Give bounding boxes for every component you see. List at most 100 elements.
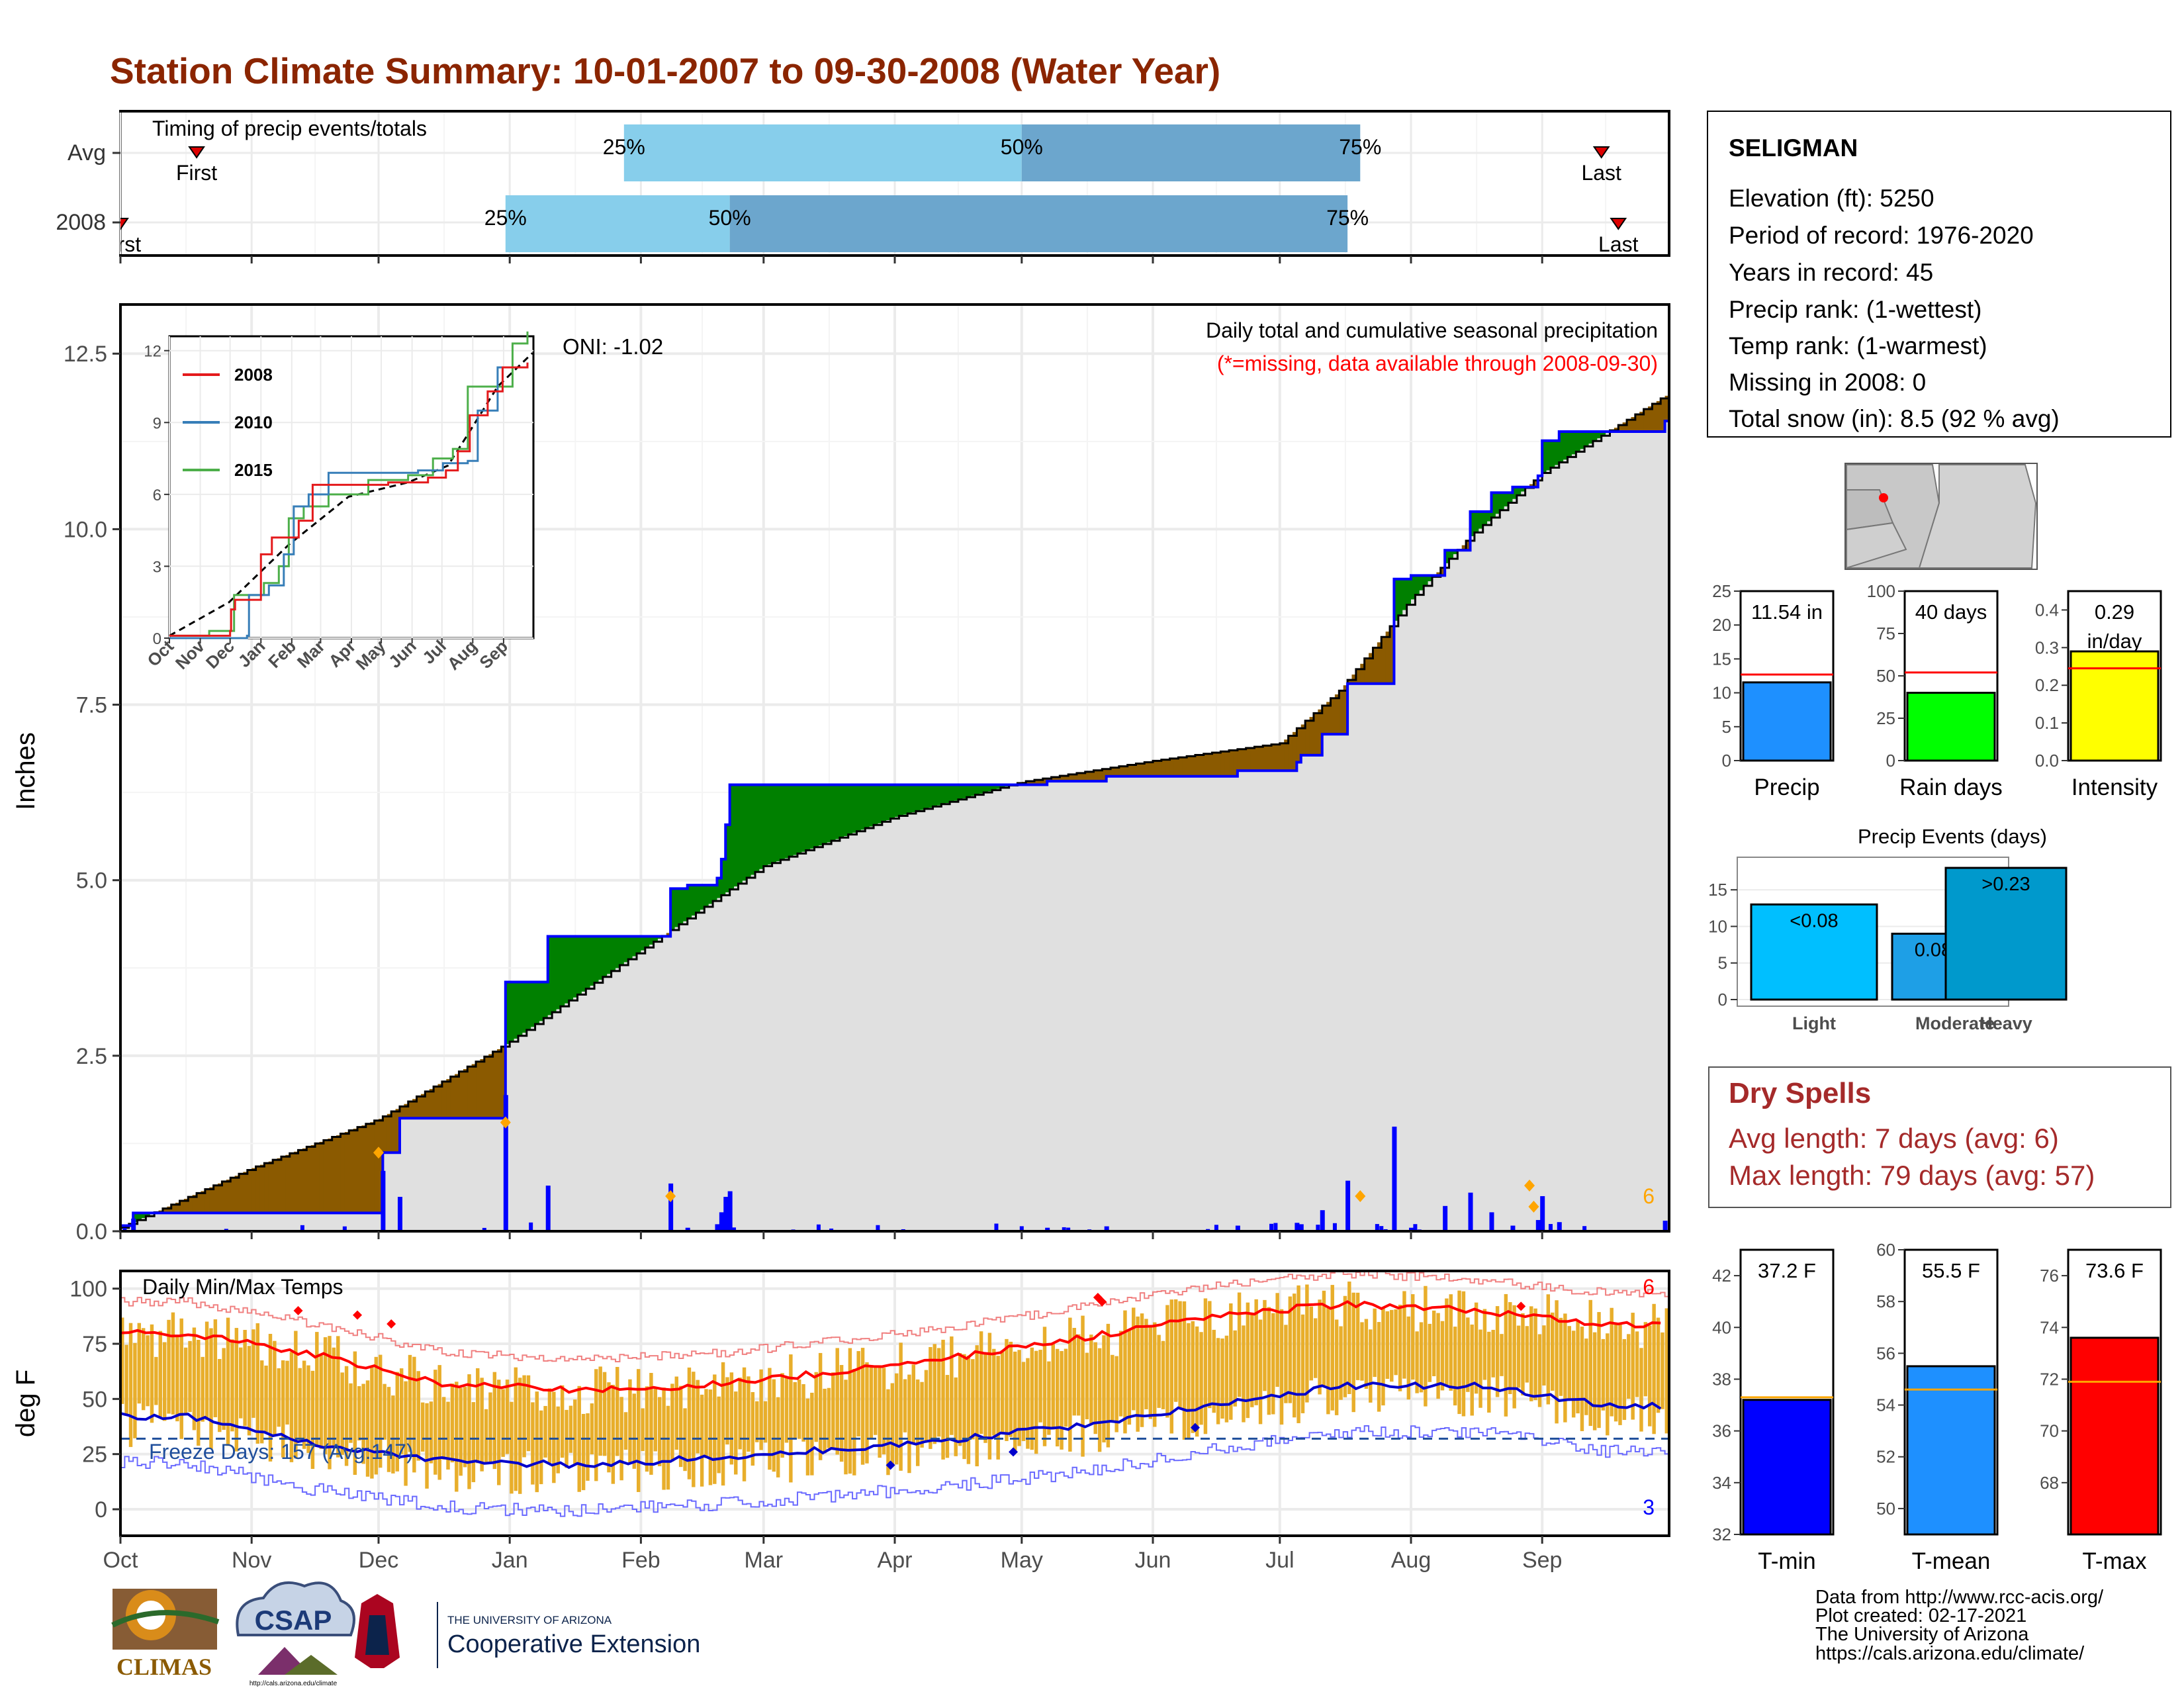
record-low-marker <box>886 1460 895 1470</box>
mini-value-label: 40 days <box>1915 600 1987 624</box>
y-tick-label: 2.5 <box>76 1044 107 1069</box>
below-avg-area <box>1529 484 1535 487</box>
dry-spells-title: Dry Spells <box>1729 1077 1871 1109</box>
daily-temp-range-bar <box>1216 1338 1220 1425</box>
daily-temp-range-bar <box>306 1365 310 1453</box>
x-tick-label: Aug <box>1391 1548 1432 1573</box>
daily-temp-range-bar <box>1402 1291 1406 1379</box>
above-avg-area <box>1482 511 1488 526</box>
below-avg-area <box>1153 761 1158 776</box>
daily-temp-range-bar <box>1500 1334 1504 1376</box>
timing-row-2008: 2008 <box>56 210 106 235</box>
above-avg-area <box>734 784 739 887</box>
temp-bottom-count: 3 <box>1643 1495 1655 1519</box>
above-avg-area <box>1453 550 1458 555</box>
timing-label: Timing of precip events/totals <box>152 117 427 140</box>
below-avg-area <box>298 1150 303 1213</box>
below-avg-area <box>1220 751 1226 776</box>
daily-temp-range-bar <box>958 1353 962 1446</box>
below-avg-area <box>463 1069 468 1119</box>
daily-temp-range-bar <box>632 1393 637 1469</box>
inset-y-tick: 6 <box>153 487 161 504</box>
daily-temp-range-bar <box>1601 1338 1606 1411</box>
y-tick-label: 100 <box>69 1277 107 1302</box>
below-avg-area <box>209 1187 214 1213</box>
above-avg-area <box>146 1213 151 1217</box>
below-avg-area <box>294 1151 299 1213</box>
above-avg-area <box>882 784 887 822</box>
above-avg-area <box>839 784 844 838</box>
daily-precip-bar <box>1540 1196 1545 1231</box>
daily-temp-range-bar <box>387 1387 391 1472</box>
daily-temp-range-bar <box>158 1331 162 1417</box>
daily-temp-range-bar <box>670 1383 674 1462</box>
x-tick-label: Jan <box>492 1548 528 1573</box>
below-avg-area <box>239 1174 244 1213</box>
event-bar <box>1750 903 1878 1001</box>
daily-temp-range-bar <box>1360 1322 1364 1381</box>
above-avg-area <box>827 784 832 843</box>
daily-temp-range-bar <box>1191 1321 1195 1433</box>
daily-temp-range-bar <box>1165 1305 1169 1418</box>
below-avg-area <box>1339 690 1344 735</box>
below-avg-area <box>395 1109 400 1153</box>
above-avg-area <box>1546 440 1551 471</box>
ua-logo: THE UNIVERSITY OF ARIZONA Cooperative Ex… <box>355 1594 700 1668</box>
daily-temp-range-bar <box>852 1368 856 1476</box>
daily-temp-range-bar <box>1279 1309 1284 1425</box>
station-line: Elevation (ft): 5250 <box>1729 185 1934 212</box>
below-avg-area <box>273 1160 278 1213</box>
below-avg-area <box>387 1113 392 1153</box>
daily-temp-range-bar <box>1258 1319 1263 1425</box>
below-avg-area <box>492 1051 498 1119</box>
below-avg-area <box>1436 572 1441 576</box>
mini-tick-label: 10 <box>1712 683 1731 703</box>
daily-temp-range-bar <box>878 1366 882 1458</box>
record-high-marker <box>293 1306 303 1315</box>
daily-temp-range-bar <box>1661 1332 1664 1409</box>
above-avg-area <box>738 784 743 884</box>
mini-tick-label: 15 <box>1712 649 1731 669</box>
daily-temp-range-bar <box>188 1340 192 1413</box>
daily-temp-range-bar <box>285 1360 289 1425</box>
below-avg-area <box>349 1130 354 1213</box>
below-avg-area <box>666 933 671 937</box>
csap-url-text: http://cals.arizona.edu/climate <box>250 1680 338 1687</box>
figure-title: Station Climate Summary: 10-01-2007 to 0… <box>110 50 1220 91</box>
daily-temp-range-bar <box>404 1381 408 1486</box>
daily-temp-range-bar <box>936 1348 941 1437</box>
daily-temp-range-bar <box>547 1388 552 1463</box>
above-avg-area <box>565 936 570 1004</box>
daily-temp-range-bar <box>1106 1323 1111 1448</box>
below-avg-area <box>1187 756 1192 776</box>
below-avg-area <box>1258 746 1263 771</box>
daily-temp-range-bar <box>865 1362 869 1464</box>
above-avg-area <box>700 885 705 910</box>
below-avg-area <box>1533 480 1539 487</box>
above-avg-area <box>670 888 676 931</box>
below-avg-area <box>1284 739 1289 771</box>
below-avg-area <box>374 1120 379 1213</box>
below-avg-area <box>197 1193 202 1213</box>
mini-name-label: T-min <box>1758 1548 1816 1574</box>
above-avg-area <box>818 784 823 846</box>
above-avg-area <box>1424 575 1429 586</box>
above-avg-area <box>805 784 811 851</box>
footer: Data from http://www.rcc-acis.org/ Plot … <box>1815 1587 2104 1664</box>
daily-temp-range-bar <box>150 1324 154 1423</box>
daily-temp-range-bar <box>941 1339 945 1460</box>
daily-temp-range-bar <box>230 1339 234 1432</box>
below-avg-area <box>1161 759 1166 776</box>
daily-temp-range-bar <box>1334 1319 1339 1415</box>
daily-temp-range-bar <box>1250 1314 1254 1407</box>
daily-temp-range-bar <box>1322 1290 1326 1387</box>
below-avg-area <box>1038 779 1044 785</box>
above-avg-area <box>687 885 692 919</box>
daily-temp-range-bar <box>1424 1286 1428 1407</box>
daily-temp-range-bar <box>911 1364 916 1445</box>
above-avg-area <box>865 784 870 829</box>
above-avg-area <box>755 784 760 872</box>
above-avg-area <box>594 936 600 983</box>
below-avg-area <box>404 1103 409 1119</box>
